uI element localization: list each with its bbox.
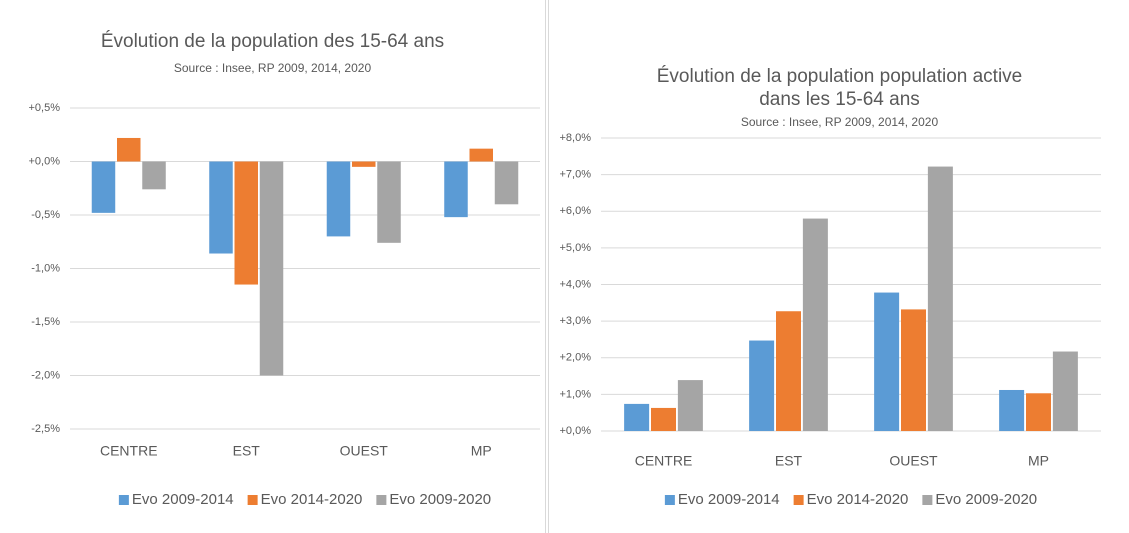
- x-tick-label: MP: [471, 443, 492, 459]
- bar: [117, 137, 141, 162]
- bar: [677, 380, 703, 431]
- legend-label: Evo 2009-2014: [132, 491, 234, 508]
- bar: [749, 340, 775, 431]
- chart-subtitle: Source : Insee, RP 2009, 2014, 2020: [173, 61, 372, 75]
- bar: [494, 161, 519, 205]
- y-tick-label: +0,0%: [560, 425, 592, 437]
- bar: [1052, 351, 1078, 431]
- legend-label: Evo 2009-2020: [935, 491, 1037, 508]
- bar: [802, 218, 828, 431]
- chart-panel: +0,0% +1,0% +2,0% +3,0% +4,0% +5,0% +6,0% +7,0%…: [548, 0, 1129, 533]
- y-tick-label: +7,0%: [560, 169, 592, 181]
- y-tick-label: +0,5%: [29, 102, 61, 114]
- x-tick-label: CENTRE: [635, 453, 693, 469]
- legend-swatch: [118, 495, 129, 505]
- legend-swatch: [922, 495, 933, 505]
- x-tick-label: OUEST: [340, 443, 389, 459]
- bar: [999, 389, 1025, 431]
- y-tick-label: -2,0%: [31, 369, 60, 381]
- y-tick-label: -1,0%: [31, 262, 60, 274]
- bar: [624, 403, 650, 431]
- chart-subtitle: Source : Insee, RP 2009, 2014, 2020: [740, 115, 939, 129]
- legend-label: Evo 2009-2014: [678, 491, 780, 508]
- bar: [142, 161, 166, 190]
- chart-title: Évolution de la population population ac…: [656, 66, 1023, 110]
- bar: [259, 161, 284, 376]
- bar: [91, 161, 116, 213]
- bar: [469, 148, 493, 162]
- x-tick-label: OUEST: [889, 453, 938, 469]
- bar: [352, 161, 376, 167]
- y-tick-label: +1,0%: [560, 388, 592, 400]
- y-tick-label: +2,0%: [560, 352, 592, 364]
- chart: +0,5% +0,0% -0,5% -1,0% -1,5% -2,0% -2,5% CENTR…: [29, 102, 540, 508]
- bar: [234, 161, 258, 285]
- bar: [874, 292, 900, 431]
- chart-panel: +0,5% +0,0% -0,5% -1,0% -1,5% -2,0% -2,5% CENTR…: [0, 0, 546, 533]
- y-tick-label: -2,5%: [31, 423, 60, 435]
- chart-title: Évolution de la population des 15-64 ans: [100, 31, 445, 52]
- legend-swatch: [247, 495, 258, 505]
- bar: [927, 166, 953, 431]
- bar: [1026, 393, 1051, 431]
- legend-swatch: [793, 495, 804, 505]
- legend-label: Evo 2014-2020: [807, 491, 909, 508]
- legend-label: Evo 2009-2020: [389, 491, 491, 508]
- y-tick-label: +6,0%: [560, 205, 592, 217]
- y-tick-label: +3,0%: [560, 315, 592, 327]
- bar: [209, 161, 233, 254]
- y-tick-label: +0,0%: [29, 155, 61, 167]
- y-tick-label: -1,5%: [31, 316, 60, 328]
- y-tick-label: -0,5%: [31, 209, 60, 221]
- bar: [901, 309, 926, 431]
- y-tick-label: +5,0%: [560, 242, 592, 254]
- bar: [444, 161, 468, 218]
- legend-label: Evo 2014-2020: [261, 491, 363, 508]
- x-tick-label: EST: [233, 443, 261, 459]
- chart: +0,0% +1,0% +2,0% +3,0% +4,0% +5,0% +6,0% +7,0%…: [560, 132, 1101, 508]
- bar: [377, 161, 401, 243]
- legend-swatch: [376, 495, 387, 505]
- y-tick-label: +4,0%: [560, 278, 592, 290]
- y-tick-label: +8,0%: [560, 132, 592, 144]
- bar: [776, 311, 801, 431]
- legend-swatch: [664, 495, 675, 505]
- x-tick-label: EST: [775, 453, 803, 469]
- bar: [326, 161, 351, 237]
- x-tick-label: MP: [1028, 453, 1049, 469]
- bar: [651, 407, 676, 431]
- x-tick-label: CENTRE: [100, 443, 158, 459]
